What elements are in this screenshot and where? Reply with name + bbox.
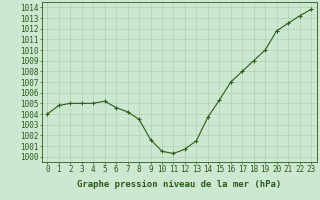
X-axis label: Graphe pression niveau de la mer (hPa): Graphe pression niveau de la mer (hPa) xyxy=(77,180,281,189)
